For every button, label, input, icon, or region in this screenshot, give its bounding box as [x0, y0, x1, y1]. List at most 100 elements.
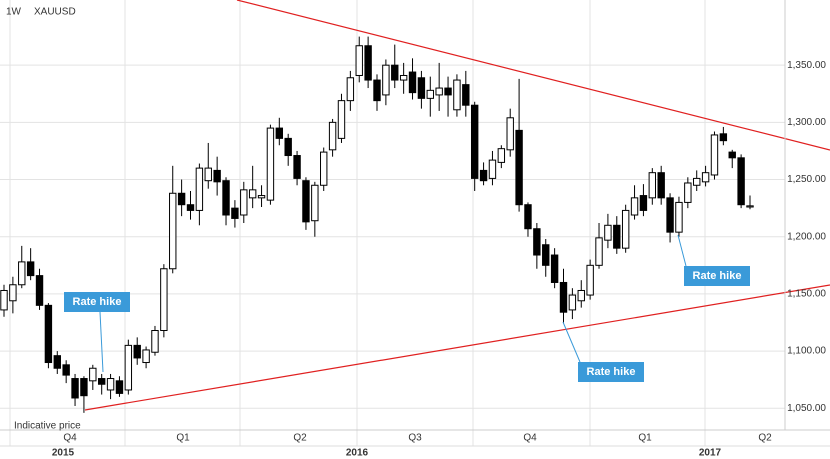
- callout: Rate hike: [64, 292, 130, 373]
- callout-pointer: [562, 321, 581, 363]
- candle-body: [684, 182, 692, 203]
- y-tick-label: 1,200.00: [787, 231, 826, 242]
- x-tick-label: Q1: [638, 433, 652, 444]
- candle-body: [186, 204, 195, 211]
- candle-body: [648, 172, 657, 199]
- x-tick-label: Q4: [523, 433, 537, 444]
- callout-box: [64, 292, 130, 312]
- candle-body: [497, 148, 506, 163]
- candle-body: [373, 79, 381, 102]
- note: Indicative price: [14, 421, 81, 432]
- x-tick-label: Q2: [293, 433, 307, 444]
- candle-body: [382, 64, 390, 96]
- grid-layer: [0, 0, 785, 446]
- candle-body: [275, 127, 284, 139]
- candle-body: [550, 254, 559, 283]
- interval: 1W: [6, 7, 22, 18]
- candle-body: [195, 167, 204, 211]
- candle-body: [417, 77, 426, 99]
- candle-body: [639, 195, 648, 211]
- candle-body: [115, 380, 124, 394]
- candle-body: [470, 104, 479, 179]
- candle-body: [151, 330, 159, 353]
- x-tick-label: Q1: [176, 433, 190, 444]
- candle-body: [293, 155, 301, 179]
- candle-body: [408, 71, 417, 94]
- candle-body: [222, 180, 230, 216]
- candle-body: [453, 79, 461, 111]
- y-tick-label: 1,250.00: [787, 174, 826, 185]
- candle-body: [462, 84, 470, 106]
- candle-body: [160, 268, 168, 332]
- candle-body: [693, 177, 701, 186]
- candle-body: [515, 129, 523, 206]
- candle-body: [719, 133, 728, 142]
- candle-body: [9, 284, 17, 302]
- candle-body: [595, 237, 603, 266]
- y-tick-label: 1,350.00: [787, 60, 826, 71]
- candle-body: [177, 192, 186, 206]
- candle-body: [169, 192, 177, 270]
- candle-body: [62, 364, 70, 376]
- candle-body: [0, 289, 8, 311]
- candle-body: [621, 209, 630, 249]
- y-tick-label: 1,300.00: [787, 117, 826, 128]
- candle-body: [577, 289, 585, 302]
- candle-body: [53, 355, 61, 369]
- candle-body: [399, 74, 408, 81]
- candle-body: [26, 261, 35, 277]
- candle-body: [124, 344, 133, 391]
- candle-body: [311, 184, 319, 222]
- candle-body: [213, 169, 221, 183]
- candle-body: [328, 121, 337, 151]
- support-trendline: [84, 284, 830, 411]
- candle-body: [630, 197, 639, 216]
- candle-body: [346, 77, 355, 102]
- candle-body: [231, 207, 239, 219]
- callout-box: [684, 266, 750, 286]
- candle-body: [337, 100, 346, 139]
- symbol: XAUUSD: [34, 7, 76, 18]
- candle-body: [106, 378, 115, 391]
- candle-body: [35, 275, 44, 306]
- callout-label: Rate hike: [693, 270, 742, 282]
- candle-body: [559, 281, 568, 313]
- candle-body: [613, 224, 621, 249]
- y-tick-label: 1,100.00: [787, 346, 826, 357]
- year-label: 2017: [699, 448, 722, 459]
- candle-body: [435, 87, 443, 96]
- year-label: 2015: [52, 448, 75, 459]
- candle-body: [488, 159, 497, 179]
- candle-body: [71, 378, 79, 399]
- candle-body: [426, 89, 434, 99]
- callout-label: Rate hike: [73, 296, 122, 308]
- callout-label: Rate hike: [587, 366, 636, 378]
- candle-body: [586, 264, 594, 296]
- candle-body: [204, 167, 212, 182]
- candle-body: [80, 378, 88, 397]
- candle-body: [320, 151, 328, 186]
- x-tick-label: Q4: [63, 433, 77, 444]
- y-tick-label: 1,150.00: [787, 289, 826, 300]
- candle-body: [542, 244, 550, 266]
- callout-box: [578, 362, 644, 382]
- candle-body: [444, 87, 452, 96]
- candle-body: [657, 172, 665, 199]
- candle-body: [142, 349, 150, 364]
- candle-body: [89, 367, 97, 382]
- candle-body: [710, 134, 719, 176]
- candle-body: [97, 378, 106, 385]
- candle-body: [746, 205, 754, 208]
- candle-body: [284, 137, 292, 157]
- x-tick-label: Q2: [758, 433, 772, 444]
- candle-body: [568, 294, 577, 311]
- candle-body: [524, 204, 532, 230]
- candle-body: [248, 189, 257, 199]
- callout: Rate hike: [677, 234, 750, 286]
- candle-body: [133, 344, 141, 359]
- candle-body: [391, 64, 399, 81]
- candle-body: [266, 127, 275, 201]
- candle-body: [728, 151, 736, 159]
- y-tick-label: 1,050.00: [787, 403, 826, 414]
- candle-body: [364, 45, 372, 81]
